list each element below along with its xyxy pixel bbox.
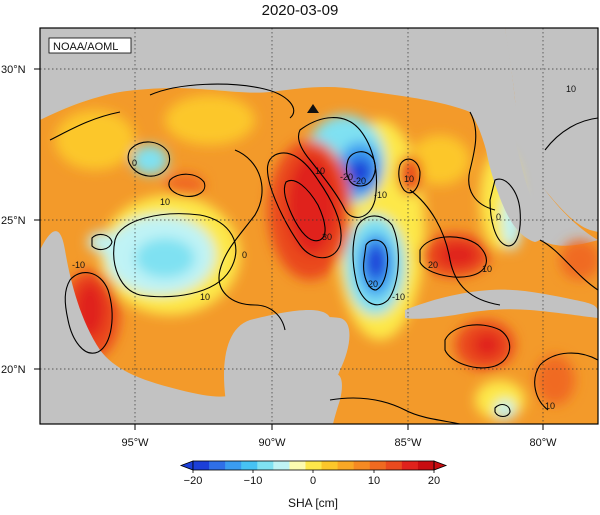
lon-label-85w: 85°W xyxy=(394,437,422,449)
colorbar-ticks: −20 −10 0 10 20 xyxy=(184,475,440,487)
contour-labels: 0 10 -10 -20 20 30 10 0 10 -10 -20 20 10… xyxy=(72,84,576,411)
colorbar-frame xyxy=(192,460,435,471)
map-frame xyxy=(39,27,599,425)
lat-label-25n: 25°N xyxy=(1,215,26,227)
colorbar-min-arrow xyxy=(179,460,194,471)
contour-label: 10 xyxy=(200,292,210,302)
axis-ticks xyxy=(34,68,544,430)
contour-label: 20 xyxy=(428,260,438,270)
contour-label: 10 xyxy=(315,166,325,176)
colorbar-segment xyxy=(305,461,323,470)
bahamas xyxy=(560,187,592,223)
colorbar-segment xyxy=(289,461,306,470)
florida-peninsula xyxy=(470,102,545,242)
anomaly-field xyxy=(55,95,598,420)
contour-label: -20 xyxy=(340,172,353,182)
colorbar-tick: 20 xyxy=(428,475,440,487)
contour-label: 30 xyxy=(322,232,332,242)
lon-label-95w: 95°W xyxy=(121,437,149,449)
contour-label: -10 xyxy=(72,260,85,270)
graticule xyxy=(40,28,598,424)
lat-label-30n: 30°N xyxy=(1,64,26,76)
colorbar-segment xyxy=(193,461,210,470)
colorbar xyxy=(179,460,448,473)
triangle-marker-icon xyxy=(307,104,319,113)
contour-label: 10 xyxy=(404,174,414,184)
colorbar-segment xyxy=(273,461,290,470)
contour-label: 0 xyxy=(496,212,501,222)
lon-label-90w: 90°W xyxy=(258,437,286,449)
colorbar-label: SHA [cm] xyxy=(288,496,338,510)
colorbar-segment xyxy=(209,461,226,470)
contour-label: -10 xyxy=(392,292,405,302)
mexico-yucatan xyxy=(40,231,350,424)
colorbar-tick: −20 xyxy=(184,475,203,487)
contour-label: -20 xyxy=(353,176,366,186)
lon-label-80w: 80°W xyxy=(529,437,557,449)
lat-label-20n: 20°N xyxy=(1,364,26,376)
colorbar-tick: 0 xyxy=(310,475,316,487)
central-america xyxy=(310,374,342,424)
colorbar-tick: 10 xyxy=(368,475,380,487)
colorbar-segment xyxy=(369,461,387,470)
colorbar-segment xyxy=(417,461,435,470)
contour-label: 0 xyxy=(242,250,247,260)
colorbar-segment xyxy=(401,461,419,470)
colorbar-segment xyxy=(353,461,371,470)
us-gulf-coast xyxy=(40,28,598,232)
colorbar-segment xyxy=(337,461,355,470)
contour-label: 20 xyxy=(368,279,378,289)
contour-label: 10 xyxy=(545,401,555,411)
credit-box xyxy=(48,37,132,54)
contour-label: 0 xyxy=(132,158,137,168)
map-title: 2020-03-09 xyxy=(261,2,339,19)
colorbar-segment xyxy=(241,461,258,470)
colorbar-segment xyxy=(225,461,242,470)
contour-label: 10 xyxy=(482,264,492,274)
colorbar-max-arrow xyxy=(433,460,448,471)
colorbar-segment xyxy=(257,461,274,470)
contour-label: 10 xyxy=(160,197,170,207)
credit-label: NOAA/AOML xyxy=(53,41,118,53)
contour-label: 10 xyxy=(566,84,576,94)
colorbar-tick: −10 xyxy=(244,475,263,487)
contour-lines xyxy=(49,83,598,424)
colorbar-segment xyxy=(385,461,403,470)
colorbar-segment xyxy=(321,461,339,470)
contour-label: -10 xyxy=(374,190,387,200)
cuba xyxy=(405,289,598,319)
